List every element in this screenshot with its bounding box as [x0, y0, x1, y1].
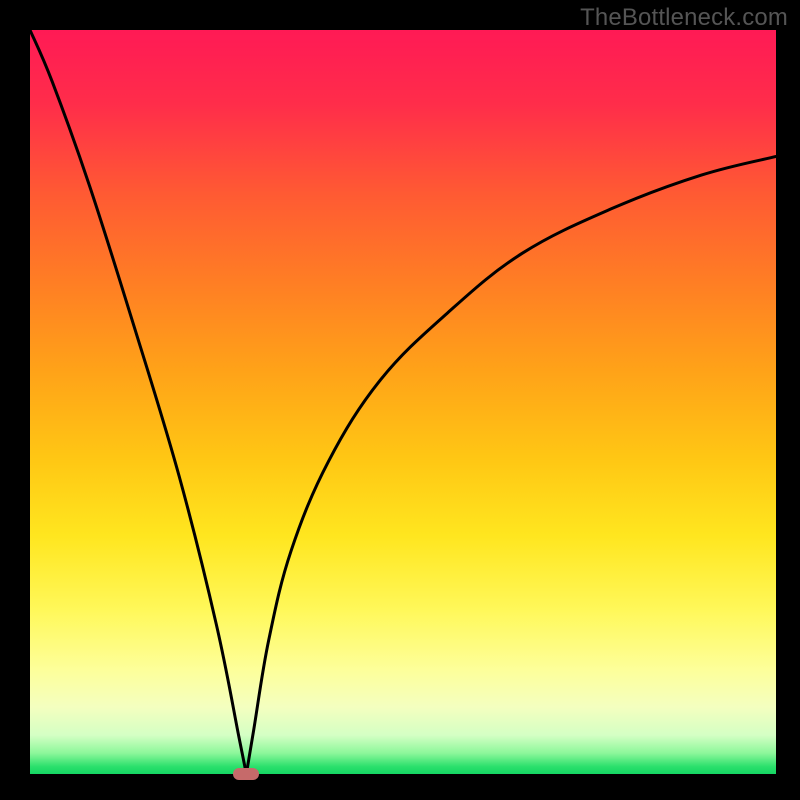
- bottleneck-curve: [30, 30, 776, 774]
- chart-container: TheBottleneck.com: [0, 0, 800, 800]
- plot-area: [30, 30, 776, 774]
- curve-left-branch: [30, 30, 246, 774]
- watermark-label: TheBottleneck.com: [580, 4, 788, 32]
- dip-marker: [233, 768, 259, 780]
- curve-right-branch: [246, 156, 776, 774]
